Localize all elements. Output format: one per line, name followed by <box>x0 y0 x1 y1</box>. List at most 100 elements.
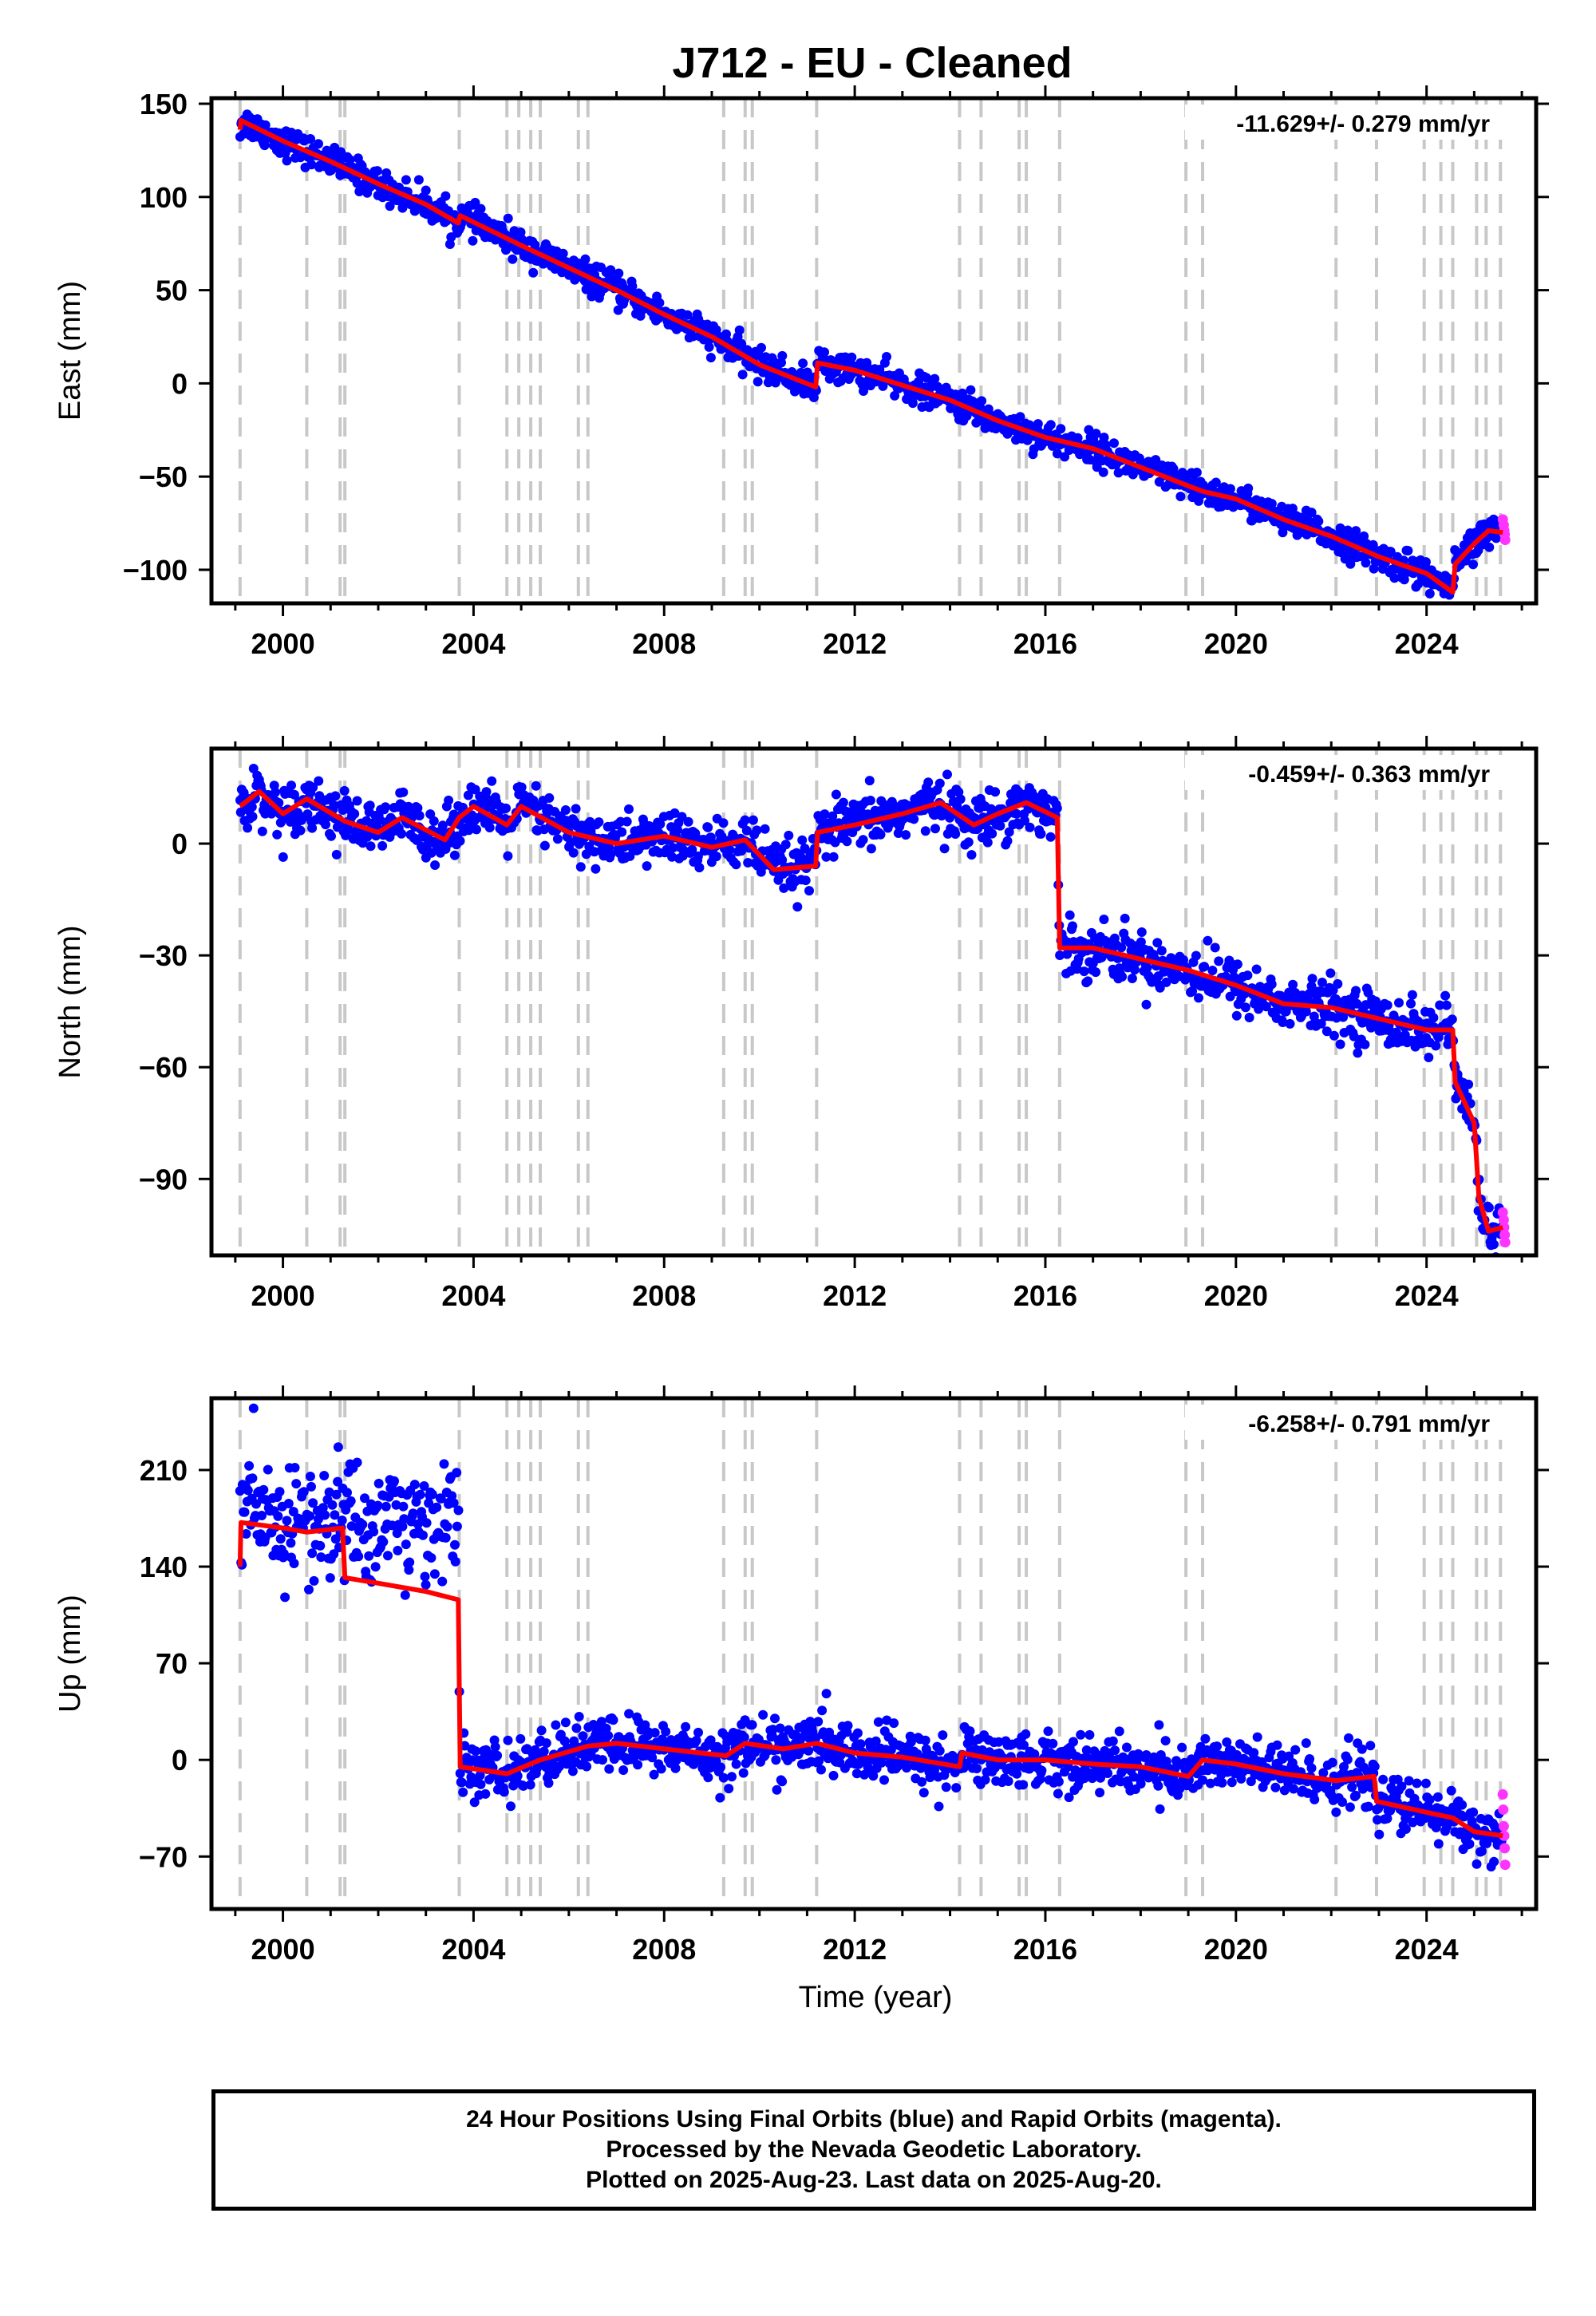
data-point <box>604 1764 614 1774</box>
x-tick-label: 2012 <box>823 627 887 660</box>
data-point <box>437 1576 448 1587</box>
data-point <box>934 778 945 788</box>
data-point <box>1191 951 1201 961</box>
data-point <box>1243 483 1254 493</box>
data-point <box>939 844 950 854</box>
x-tick-label: 2004 <box>441 627 505 660</box>
data-point <box>1413 579 1424 589</box>
data-point <box>1153 1780 1163 1791</box>
data-point <box>1424 588 1435 599</box>
data-point <box>1344 1733 1353 1743</box>
data-point <box>958 388 967 398</box>
data-point <box>704 342 714 352</box>
panel-frame <box>209 1396 1539 1911</box>
rapid-point <box>1499 1229 1511 1240</box>
data-point <box>982 837 993 848</box>
data-point <box>1060 452 1070 462</box>
data-point <box>654 298 665 308</box>
data-point <box>1476 1846 1487 1856</box>
data-point <box>1251 964 1262 974</box>
data-point <box>1045 420 1056 430</box>
data-point <box>1036 828 1046 839</box>
data-point <box>1347 1782 1357 1792</box>
data-point <box>320 1510 330 1520</box>
data-point <box>804 886 814 896</box>
data-point <box>1141 1750 1152 1760</box>
data-point <box>1136 1779 1146 1789</box>
data-point <box>306 1481 316 1492</box>
data-point <box>987 828 998 839</box>
x-tick-label: 2012 <box>823 1933 887 1966</box>
data-point <box>427 1489 437 1500</box>
data-point <box>358 1520 368 1530</box>
data-point <box>1472 1859 1482 1869</box>
data-point <box>917 1777 927 1787</box>
data-point <box>449 850 460 860</box>
data-point <box>360 1493 369 1504</box>
x-tick-label: 2016 <box>1013 1933 1077 1966</box>
data-point <box>784 830 794 840</box>
data-point <box>399 1514 409 1524</box>
data-point <box>1141 999 1152 1010</box>
data-point <box>432 1502 442 1512</box>
data-point <box>260 120 271 130</box>
data-point <box>777 350 788 361</box>
data-point <box>421 1518 432 1528</box>
data-point <box>415 1489 425 1500</box>
data-point <box>1385 547 1396 557</box>
data-point <box>820 347 829 358</box>
data-point <box>362 1506 373 1516</box>
rate-bg <box>1185 105 1504 140</box>
data-point <box>1110 1745 1120 1756</box>
data-point <box>941 1782 951 1792</box>
data-point <box>1109 438 1119 449</box>
data-point <box>598 1755 607 1765</box>
x-tick-label: 2024 <box>1395 1279 1459 1312</box>
data-point <box>901 830 911 840</box>
data-point <box>315 1540 326 1551</box>
data-point <box>1335 1039 1345 1049</box>
data-point <box>257 1511 267 1520</box>
x-axis-label: Time (year) <box>799 1981 953 2014</box>
data-point <box>1314 516 1324 527</box>
data-point <box>737 370 748 380</box>
data-point <box>1052 803 1062 813</box>
north-panel: 2000 2004 2008 2012 2016 2020 2024 0 −30 −60 −90 No… <box>53 736 1549 1312</box>
data-point <box>780 840 791 850</box>
data-point <box>273 1511 283 1521</box>
model-line <box>237 1520 1503 1839</box>
data-point <box>578 1731 588 1741</box>
data-point <box>882 352 891 362</box>
y-tick-label: 0 <box>172 828 188 860</box>
figure-title: J712 - EU - Cleaned <box>672 39 1072 87</box>
data-point <box>541 1738 551 1749</box>
data-point <box>703 1773 713 1783</box>
data-point <box>817 1705 828 1716</box>
data-point <box>418 1530 428 1540</box>
data-point <box>800 875 811 886</box>
data-point <box>531 781 541 791</box>
data-point <box>614 268 624 279</box>
data-point <box>319 1471 330 1480</box>
model-line <box>237 118 1503 595</box>
data-point <box>244 1460 255 1471</box>
data-point <box>821 852 832 862</box>
data-point <box>298 1487 309 1497</box>
data-point <box>1136 927 1147 937</box>
data-point <box>286 1538 296 1548</box>
data-point <box>865 796 875 805</box>
data-point <box>484 823 495 832</box>
data-point <box>1361 558 1371 568</box>
data-point <box>591 864 601 874</box>
data-point <box>1339 1761 1349 1772</box>
data-point <box>1200 1733 1211 1744</box>
data-point <box>724 1784 734 1794</box>
data-point <box>1232 959 1242 970</box>
data-point <box>419 1481 429 1491</box>
data-point <box>1408 1817 1418 1828</box>
data-point <box>257 826 267 836</box>
rapid-point <box>1498 1804 1509 1815</box>
data-point <box>1400 1030 1410 1040</box>
data-point <box>747 1720 757 1730</box>
data-point <box>1062 949 1073 959</box>
